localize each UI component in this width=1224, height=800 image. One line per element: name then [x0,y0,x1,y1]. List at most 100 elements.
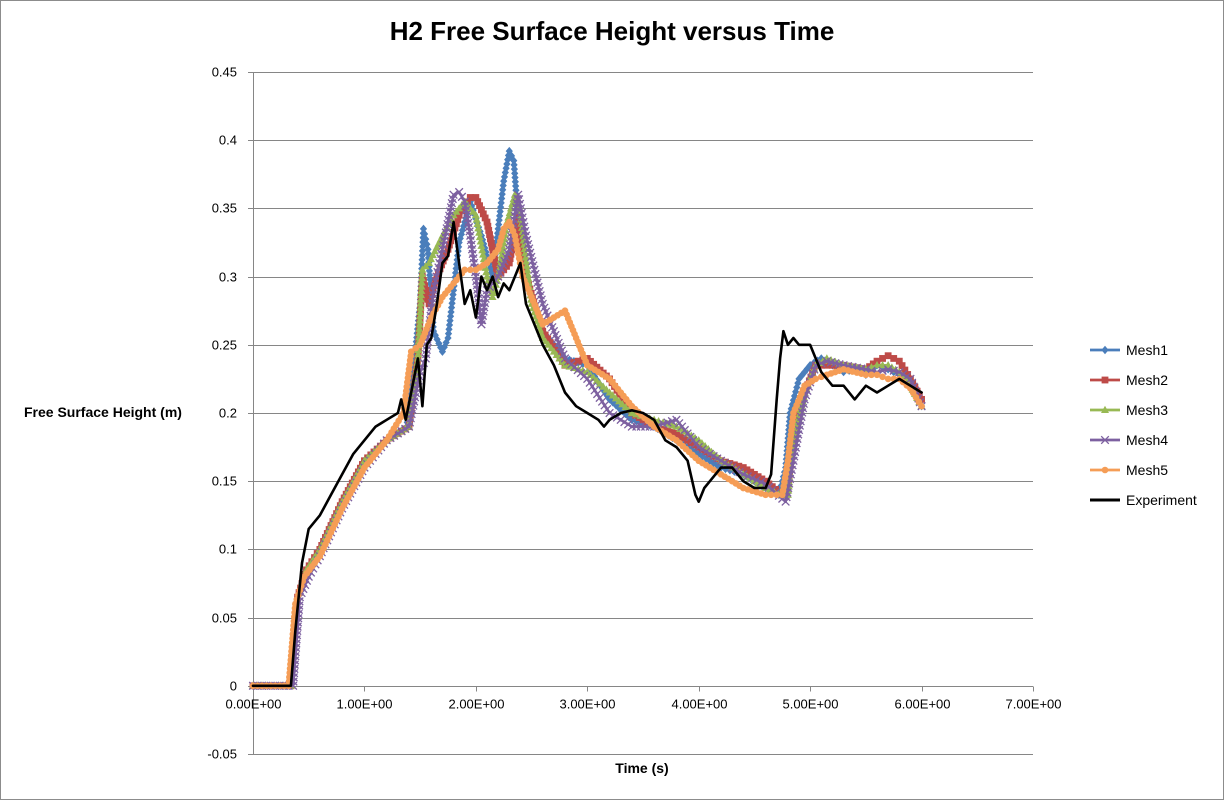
x-tick-labels: 0.00E+00 1.00E+00 2.00E+00 3.00E+00 4.00E+00… [225,697,1061,712]
legend-label: Mesh4 [1126,432,1168,448]
data-point [627,408,636,416]
data-point [442,338,450,347]
data-point [499,181,507,190]
data-point [418,255,426,264]
legend-label: Mesh3 [1126,402,1168,418]
data-point [498,189,506,199]
data-point [713,454,722,463]
data-point [472,215,481,223]
y-tick-label: 0.4 [219,133,237,148]
data-point [752,475,761,485]
legend-item-mesh5: Mesh5 [1090,462,1168,478]
legend-item-mesh2: Mesh2 [1090,372,1168,388]
data-point [616,415,625,425]
data-point [428,291,436,299]
data-point [474,198,482,205]
data-point [417,290,426,299]
series-line-mesh3 [251,193,923,688]
data-point [767,491,775,499]
data-point [487,235,494,243]
data-point [426,295,434,303]
data-point [421,229,429,239]
data-point [445,320,454,330]
data-point [495,215,503,225]
data-point [667,421,676,429]
data-point [758,475,766,483]
data-point [486,264,494,273]
data-point [494,229,502,238]
data-point [918,395,925,403]
data-point [873,361,881,369]
data-point [623,420,633,429]
data-point [507,250,515,258]
data-point [901,366,909,374]
data-point [701,447,711,456]
data-point [488,292,497,301]
data-point [720,458,729,468]
data-point [452,264,460,273]
legend-marker [1101,466,1109,474]
data-point [904,371,912,378]
data-point [756,477,766,487]
y-tick-label: 0.1 [219,542,237,557]
data-point [425,258,434,266]
data-point [505,208,514,216]
data-point [884,375,892,383]
series-group [248,146,926,691]
data-point [505,259,513,267]
data-point [486,231,493,239]
y-tick-label: 0.15 [212,474,237,489]
data-point [823,361,831,369]
x-tick-label: 6.00E+00 [894,697,950,712]
series-line-mesh1 [251,149,923,688]
data-point [474,224,483,232]
data-point [433,335,441,344]
data-point [694,442,703,452]
data-point [762,491,769,499]
data-point [884,352,892,360]
data-point [716,456,726,465]
data-point [449,190,458,200]
data-point [422,286,430,294]
data-point [448,294,457,304]
data-point [417,286,426,294]
data-point [502,164,510,173]
data-point [493,237,501,247]
data-point [510,164,518,174]
series-mesh1 [249,146,926,690]
gridlines [253,72,1033,755]
data-point [620,417,629,427]
series-mesh4 [248,187,926,691]
data-point [623,402,631,409]
data-point [503,262,510,270]
data-point [673,430,680,437]
legend-item-mesh1: Mesh1 [1090,342,1168,358]
data-point [500,172,509,182]
data-point [510,156,518,165]
data-point [812,375,820,383]
data-point [414,350,423,358]
data-point [468,201,476,211]
data-point [504,213,513,221]
data-point [798,371,806,380]
series-line-mesh4 [251,190,923,688]
data-point [492,260,499,268]
legend-label: Experiment [1126,492,1197,508]
data-point [482,247,490,257]
data-point [709,451,718,461]
data-point [454,187,464,197]
y-tick-label: 0.35 [212,201,237,216]
data-point [541,331,549,339]
legend-marker [1100,435,1110,445]
data-point [544,335,552,343]
data-point [453,260,461,269]
data-point [401,424,410,434]
data-point [488,243,496,251]
data-point [416,307,425,315]
x-axis-label: Time (s) [615,760,669,776]
data-point [432,243,441,251]
data-point [481,214,489,222]
data-point [415,320,424,328]
data-point [477,241,486,249]
data-point [803,364,811,373]
